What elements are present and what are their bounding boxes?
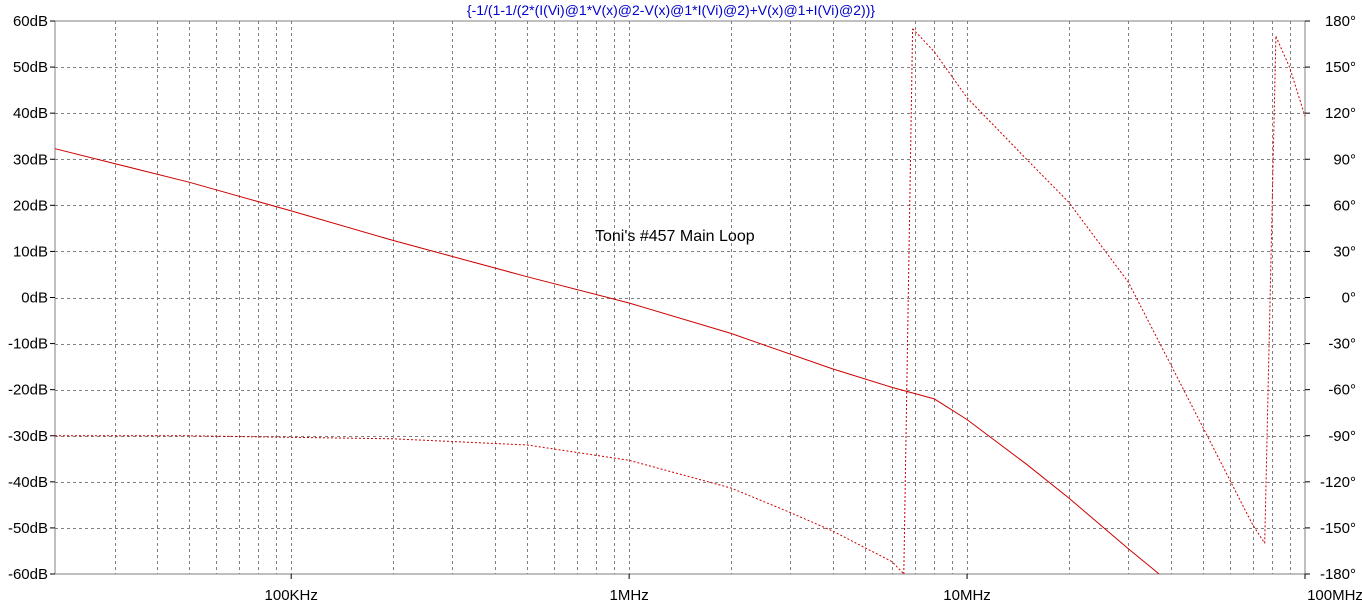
y-right-tick-label: -180° — [1320, 566, 1356, 583]
y-left-tick-label: -60dB — [8, 566, 48, 583]
y-right-tick-label: 60° — [1333, 197, 1356, 214]
y-right-tick-label: 120° — [1325, 105, 1356, 122]
y-right-tick-label: 0° — [1342, 290, 1356, 307]
y-left-tick-label: 50dB — [13, 59, 48, 76]
y-left-tick-label: -20dB — [8, 382, 48, 399]
y-left-tick-label: 20dB — [13, 197, 48, 214]
y-right-tick-label: -150° — [1320, 520, 1356, 537]
x-tick-label: 100MHz — [1307, 587, 1362, 604]
y-left-tick-label: 30dB — [13, 151, 48, 168]
y-right-tick-label: 30° — [1333, 243, 1356, 260]
y-left-tick-label: -40dB — [8, 474, 48, 491]
y-left-tick-label: -50dB — [8, 520, 48, 537]
y-left-tick-label: -10dB — [8, 336, 48, 353]
y-right-tick-label: 90° — [1333, 151, 1356, 168]
phase-trace — [903, 28, 914, 575]
phase-trace — [55, 435, 905, 575]
phase-trace — [1275, 36, 1306, 117]
y-left-tick-label: 40dB — [13, 105, 48, 122]
magnitude-trace — [54, 148, 1160, 575]
chart-annotation: Toni's #457 Main Loop — [595, 228, 755, 245]
y-left-tick-label: 10dB — [13, 243, 48, 260]
y-right-tick-label: -60° — [1328, 382, 1356, 399]
phase-trace — [1264, 36, 1277, 544]
y-right-tick-label: 150° — [1325, 59, 1356, 76]
y-right-tick-label: -30° — [1328, 336, 1356, 353]
y-left-tick-label: 60dB — [13, 13, 48, 30]
x-tick-label: 10MHz — [943, 587, 991, 604]
y-right-tick-label: -120° — [1320, 474, 1356, 491]
y-left-tick-label: 0dB — [21, 290, 48, 307]
y-right-tick-label: 180° — [1325, 13, 1356, 30]
y-right-tick-label: -90° — [1328, 428, 1356, 445]
chart-title: {-1/(1-1/(2*(I(Vi)@1*V(x)@2-V(x)@1*I(Vi)… — [467, 2, 875, 18]
grid — [55, 21, 1305, 574]
x-tick-label: 100KHz — [265, 587, 318, 604]
tick-labels: 60dB 50dB 40dB 30dB 20dB 10dB 0dB -10dB -20dB -30… — [8, 13, 1362, 604]
x-tick-label: 1MHz — [610, 587, 649, 604]
y-left-tick-label: -30dB — [8, 428, 48, 445]
traces — [54, 28, 1306, 575]
